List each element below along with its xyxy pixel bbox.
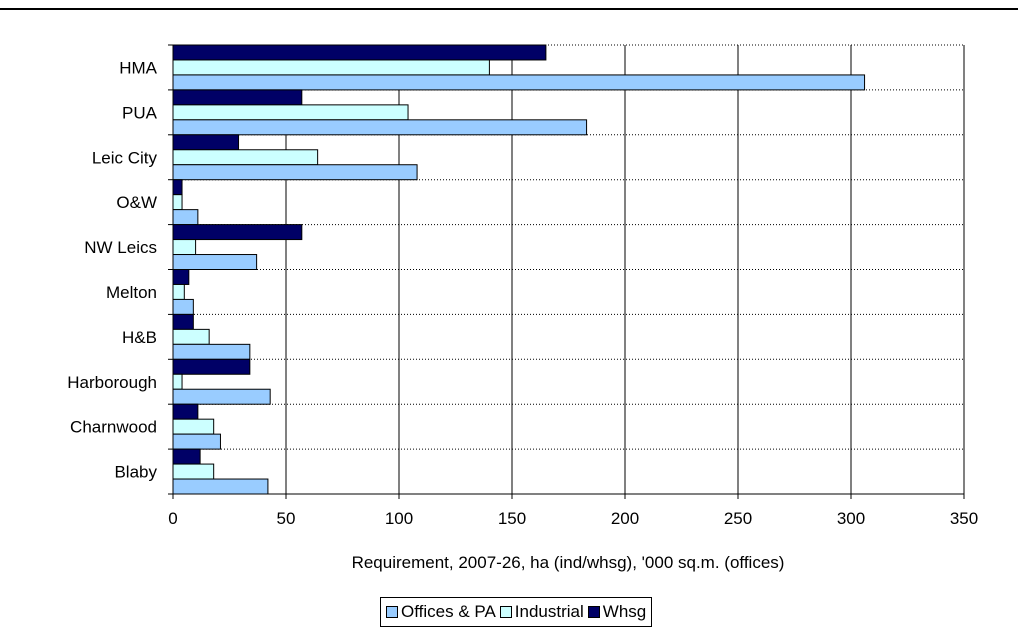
bar-charnwood-whsg — [172, 403, 199, 420]
legend-label: Industrial — [514, 602, 584, 621]
category-label: Blaby — [114, 463, 157, 482]
x-tick-label: 350 — [950, 509, 978, 528]
x-tick-label: 200 — [611, 509, 639, 528]
legend-label: Whsg — [602, 602, 647, 621]
bar-hma-industrial — [172, 59, 490, 76]
x-tick-label: 300 — [837, 509, 865, 528]
bar-h-b-whsg — [172, 313, 194, 330]
bar-charnwood-offices-pa — [172, 433, 221, 450]
bar-o-w-whsg — [172, 179, 183, 196]
category-label: Charnwood — [70, 418, 157, 437]
legend-swatch — [499, 606, 512, 618]
legend-item: Offices & PA — [386, 602, 496, 622]
bar-nw-leics-whsg — [172, 224, 303, 241]
category-label: Melton — [106, 283, 157, 302]
category-label: PUA — [122, 103, 158, 122]
category-label: Harborough — [67, 373, 157, 392]
legend-swatch — [587, 606, 600, 618]
legend-item: Whsg — [587, 602, 647, 622]
legend-item: Industrial — [499, 602, 584, 622]
bar-chart: HMA PUA Leic City O&W NW Leics Melton H&B Harbo… — [67, 44, 978, 572]
x-axis-title: Requirement, 2007-26, ha (ind/whsg), '00… — [352, 553, 785, 572]
bar-pua-offices-pa — [172, 119, 588, 136]
x-tick-label: 0 — [168, 509, 177, 528]
top-rule — [0, 8, 1018, 10]
bar-leic-city-whsg — [172, 134, 240, 151]
bar-hma-offices-pa — [172, 74, 866, 91]
bar-charnwood-industrial — [172, 418, 215, 435]
bar-blaby-industrial — [172, 463, 215, 480]
bar-blaby-whsg — [172, 448, 201, 465]
x-tick-label: 250 — [724, 509, 752, 528]
category-label: Leic City — [92, 148, 158, 167]
bar-hma-whsg — [172, 44, 547, 61]
x-tick-label: 100 — [385, 509, 413, 528]
bar-blaby-offices-pa — [172, 478, 269, 495]
bar-pua-whsg — [172, 89, 303, 106]
bar-harborough-whsg — [172, 358, 251, 375]
x-tick-label: 150 — [498, 509, 526, 528]
bar-o-w-industrial — [172, 194, 183, 211]
category-label: NW Leics — [84, 238, 157, 257]
bar-harborough-offices-pa — [172, 388, 271, 405]
legend-swatch — [386, 606, 398, 618]
category-label: H&B — [122, 328, 157, 347]
bar-pua-industrial — [172, 104, 409, 121]
bar-melton-industrial — [172, 283, 185, 300]
category-label: HMA — [119, 58, 157, 77]
bar-nw-leics-offices-pa — [172, 254, 258, 271]
bar-o-w-offices-pa — [172, 209, 199, 226]
x-tick-label: 50 — [277, 509, 296, 528]
bar-melton-whsg — [172, 269, 190, 285]
bar-h-b-offices-pa — [172, 343, 251, 360]
legend-label: Offices & PA — [401, 602, 496, 621]
bar-h-b-industrial — [172, 328, 210, 345]
bar-leic-city-industrial — [172, 149, 319, 166]
category-label: O&W — [116, 193, 157, 212]
bar-nw-leics-industrial — [172, 239, 197, 256]
bar-leic-city-offices-pa — [172, 164, 418, 181]
legend: Offices & PA Industrial Whsg — [380, 597, 653, 627]
bar-harborough-industrial — [172, 373, 183, 390]
bar-melton-offices-pa — [172, 298, 194, 315]
